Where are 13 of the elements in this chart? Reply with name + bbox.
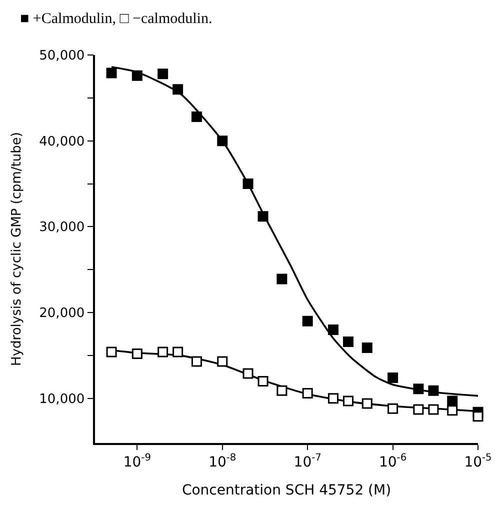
x-tick-label: 10$^{-5}$ (464, 452, 492, 471)
x-tick-label: 10$^{-8}$ (208, 452, 236, 471)
y-tick-label: 30,000 (39, 220, 85, 236)
chart-title: ■ +Calmodulin, □ −calmodulin. (20, 11, 212, 28)
y-tick-label: 50,000 (39, 48, 85, 64)
y-tick-label: 20,000 (39, 306, 85, 322)
x-tick-label: 10$^{-7}$ (294, 452, 322, 471)
y-tick-label: 10,000 (39, 392, 85, 407)
y-axis-title: Hydrolysis of cyclic GMP (cpm/tube) (10, 132, 25, 366)
x-tick-label: 10$^{-9}$ (123, 452, 151, 471)
y-tick-label: 40,000 (39, 134, 85, 150)
x-tick-label: 10$^{-6}$ (378, 452, 407, 471)
x-axis-title: Concentration SCH 45752 (M) (182, 482, 392, 498)
